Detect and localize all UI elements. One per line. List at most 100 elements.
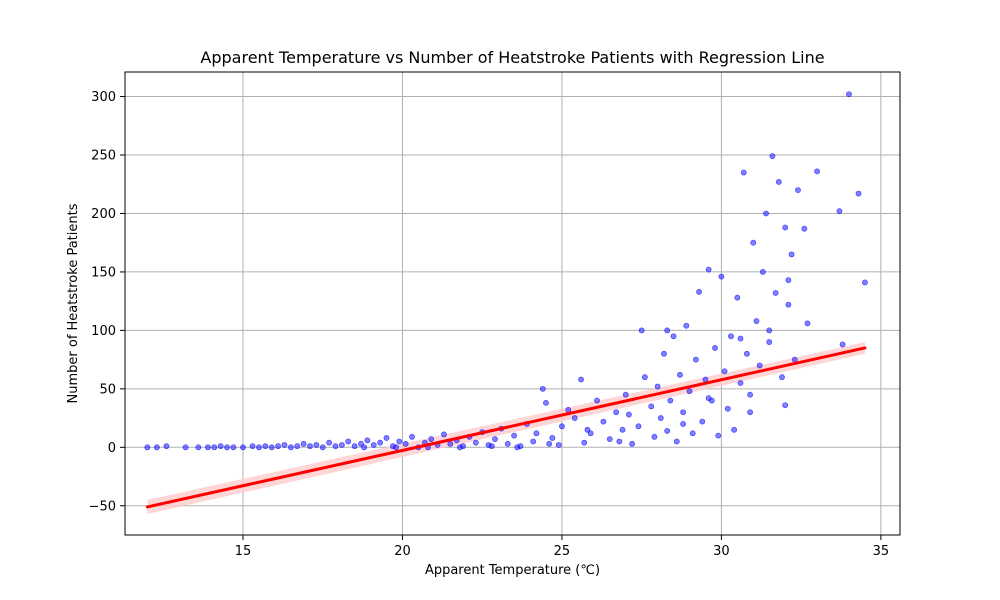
data-point — [718, 273, 725, 280]
data-point — [428, 436, 435, 443]
data-point — [294, 443, 301, 450]
data-point — [673, 438, 680, 445]
data-point — [667, 397, 674, 404]
data-point — [734, 294, 741, 301]
data-point — [268, 444, 275, 451]
data-point — [635, 423, 642, 430]
data-point — [396, 438, 403, 445]
data-point — [804, 320, 811, 327]
data-point — [721, 368, 728, 375]
data-point — [370, 442, 377, 448]
data-point — [594, 397, 600, 404]
x-tick-label: 20 — [394, 544, 411, 559]
data-point — [533, 430, 540, 437]
data-point — [195, 444, 202, 451]
data-point — [543, 399, 549, 406]
data-point — [514, 444, 521, 451]
y-tick-label: −50 — [89, 499, 116, 514]
data-point — [351, 443, 358, 450]
y-tick-label: 50 — [99, 382, 116, 397]
data-point — [670, 333, 677, 340]
data-point — [712, 345, 718, 351]
data-point — [530, 438, 537, 445]
data-point — [785, 301, 792, 308]
data-point — [737, 335, 744, 342]
data-point — [182, 444, 189, 451]
data-point — [332, 443, 339, 450]
data-point — [651, 433, 658, 440]
data-point — [587, 430, 594, 437]
data-point — [488, 443, 495, 450]
data-point — [648, 403, 655, 410]
data-point — [559, 423, 565, 430]
data-point — [728, 333, 734, 340]
data-point — [731, 426, 738, 433]
data-point — [163, 443, 170, 450]
data-point — [275, 443, 281, 450]
data-point — [606, 436, 613, 443]
data-point — [584, 426, 591, 433]
grid — [125, 72, 900, 535]
data-point — [788, 251, 795, 258]
data-point — [779, 374, 785, 381]
data-point — [629, 440, 635, 447]
data-point — [600, 418, 607, 425]
data-point — [862, 279, 868, 286]
data-point — [456, 444, 463, 451]
data-point — [750, 239, 757, 246]
data-point — [313, 442, 320, 448]
data-point — [747, 391, 754, 398]
data-point — [664, 327, 671, 334]
data-point — [680, 409, 687, 416]
data-point — [696, 288, 702, 295]
data-point — [801, 225, 808, 232]
data-point — [361, 444, 368, 451]
data-point — [836, 208, 843, 215]
data-point — [383, 435, 390, 441]
data-point — [256, 444, 262, 451]
data-point — [689, 430, 696, 437]
scatter-points — [144, 91, 868, 451]
data-point — [205, 444, 211, 451]
data-point — [571, 415, 578, 421]
y-tick-label: 250 — [91, 149, 116, 164]
data-point — [641, 374, 648, 381]
y-tick-label: 300 — [91, 90, 116, 105]
data-point — [705, 266, 712, 273]
data-point — [747, 409, 754, 416]
data-point — [307, 443, 313, 450]
data-point — [504, 440, 511, 447]
y-tick-label: 150 — [91, 265, 116, 280]
data-point — [613, 409, 620, 416]
data-point — [211, 444, 218, 451]
data-point — [441, 431, 447, 438]
data-point — [763, 210, 769, 217]
data-point — [358, 440, 364, 447]
regression-line-layer — [145, 346, 867, 509]
data-point — [680, 421, 687, 427]
data-point — [364, 437, 371, 444]
data-point — [626, 411, 632, 418]
data-point — [785, 277, 792, 284]
data-point — [447, 440, 454, 447]
data-point — [539, 385, 546, 392]
data-point — [326, 439, 333, 446]
data-point — [756, 362, 763, 369]
axis-ticks: 15 20 25 30 35 −50 0 50 100 150 200 250 300 — [89, 90, 890, 559]
data-point — [345, 438, 352, 445]
plot-area-frame — [124, 71, 901, 536]
data-point — [393, 444, 399, 451]
data-point — [616, 438, 623, 445]
data-point — [724, 405, 731, 412]
data-point — [753, 318, 760, 324]
data-point — [555, 442, 562, 448]
data-point — [705, 395, 712, 402]
x-tick-label: 35 — [873, 544, 890, 559]
data-point — [217, 443, 224, 450]
chart-title: Apparent Temperature vs Number of Heatst… — [200, 48, 824, 67]
data-point — [619, 426, 626, 433]
data-point — [699, 418, 706, 425]
x-tick-label: 30 — [713, 544, 730, 559]
data-point — [769, 153, 776, 160]
data-point — [782, 224, 789, 231]
